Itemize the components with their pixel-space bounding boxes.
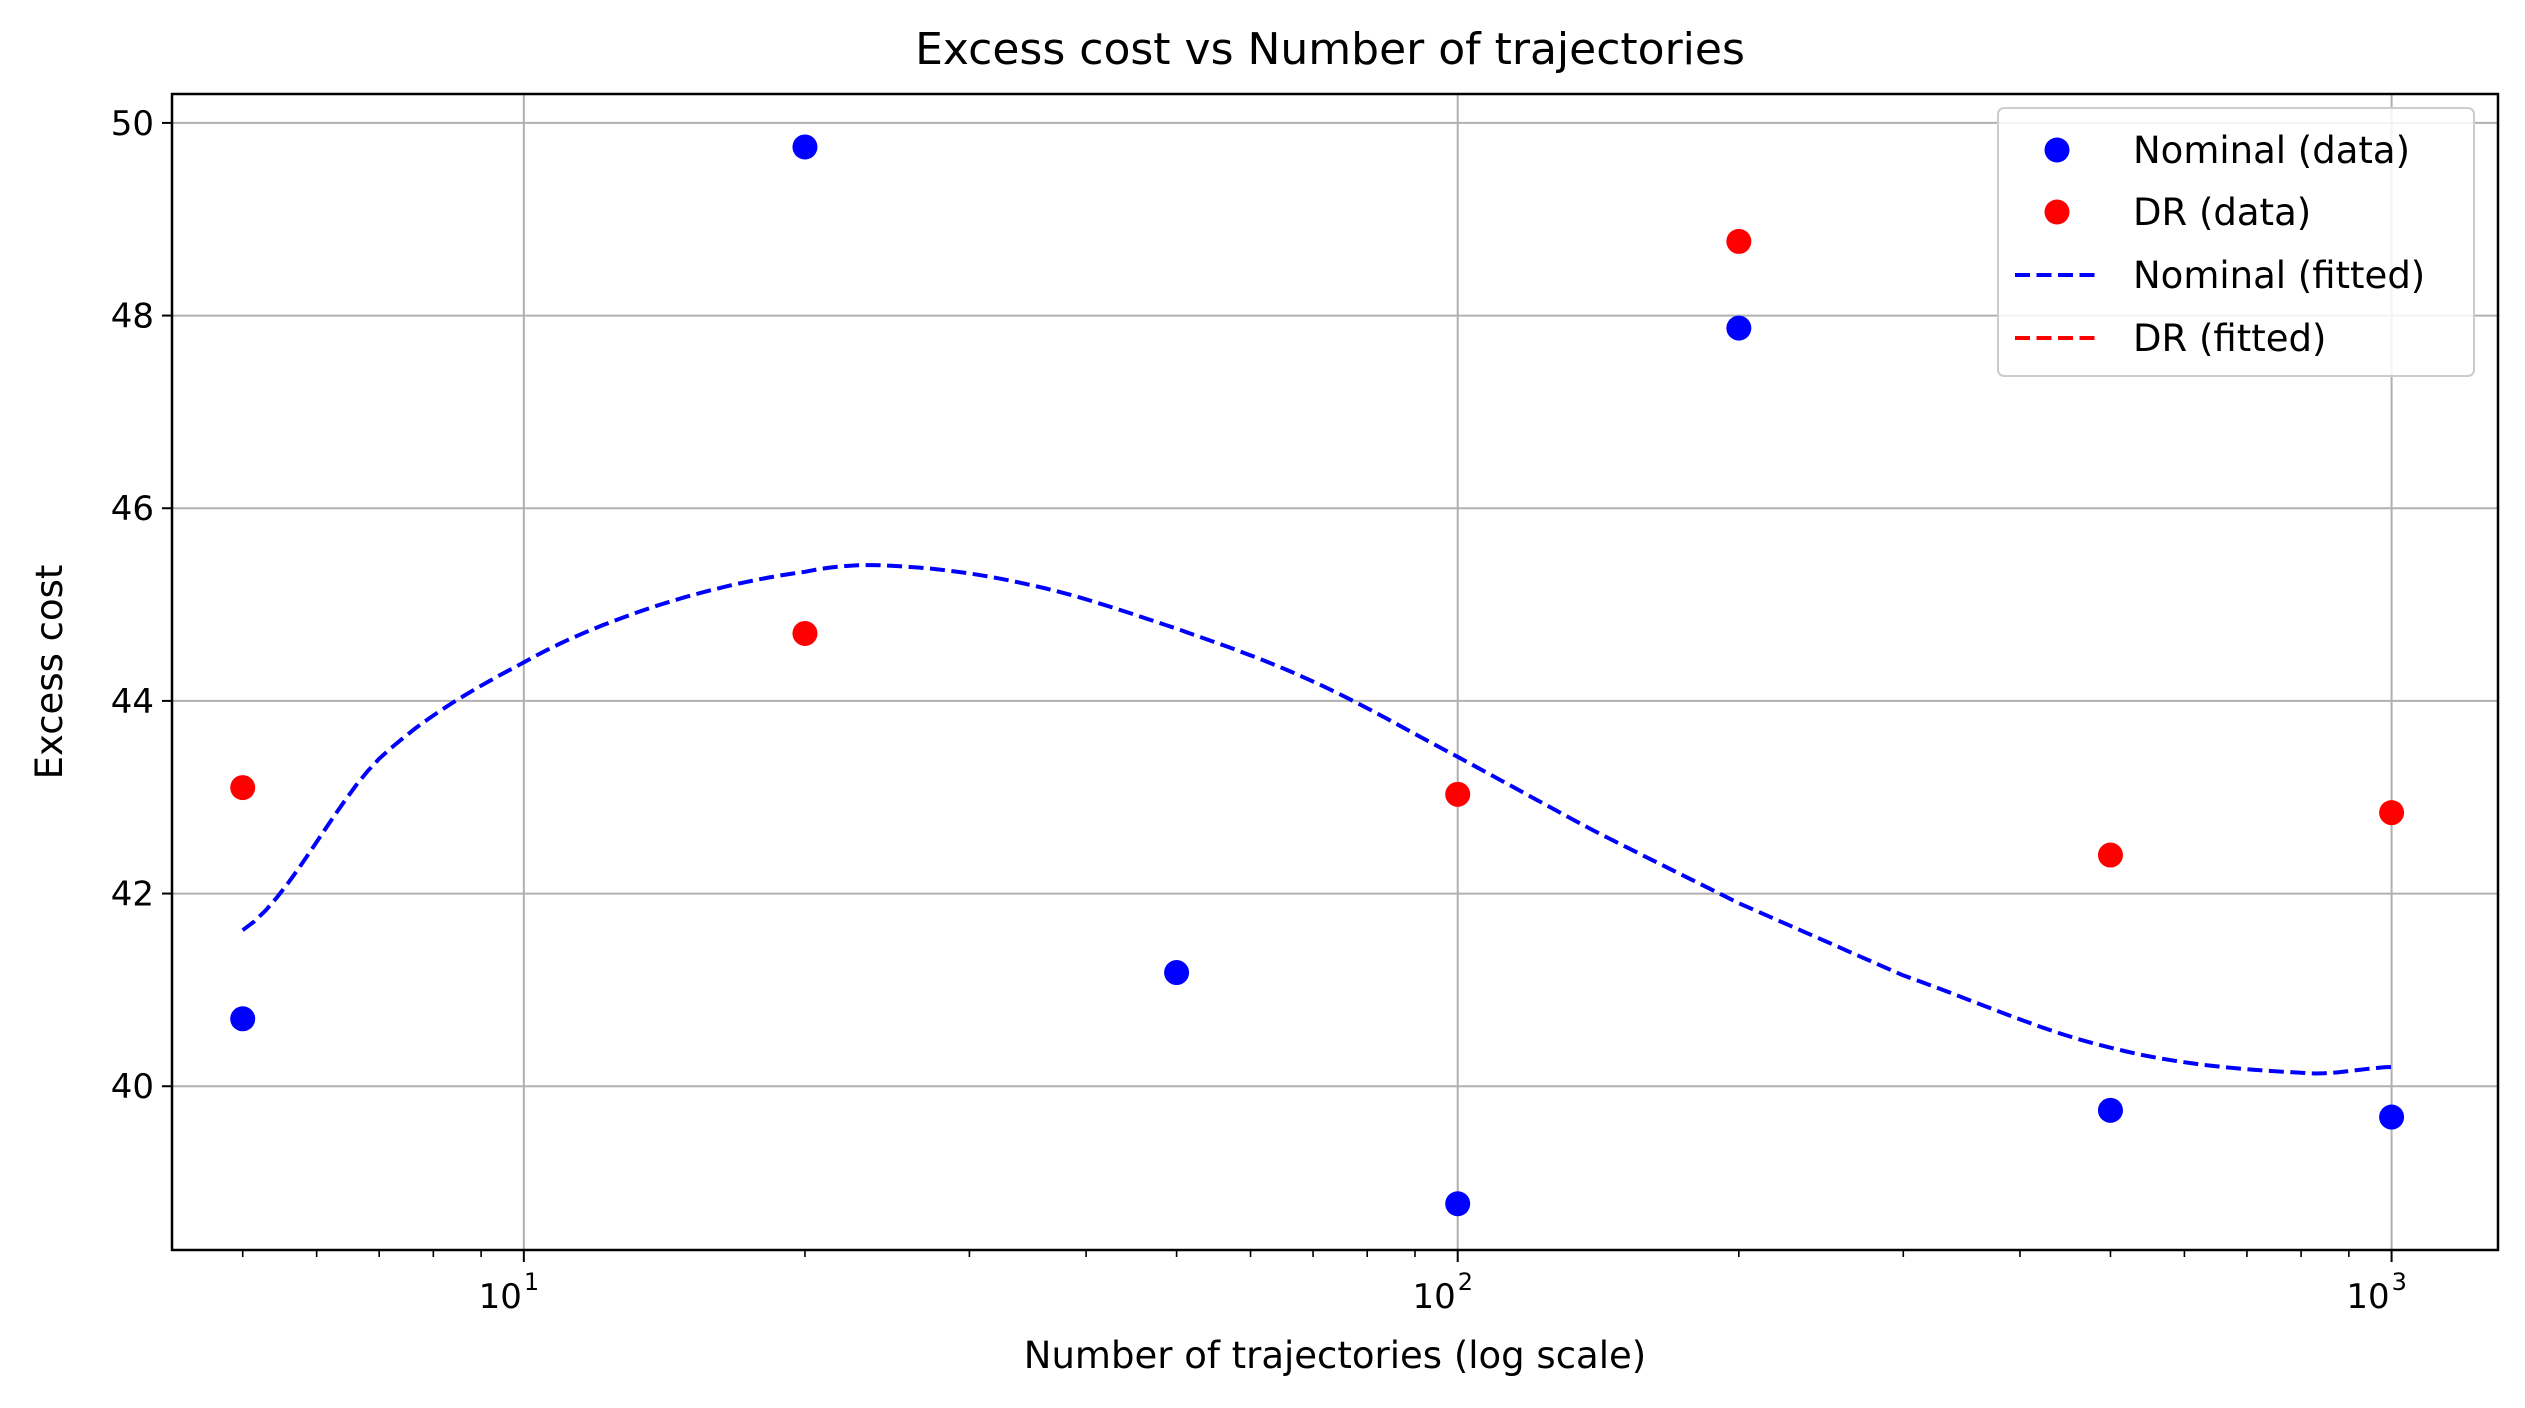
x-tick-label-exponent: 3 [2392, 1268, 2407, 1296]
nominal-data-point [230, 1006, 256, 1032]
fitted-lines [241, 563, 2392, 1076]
nominal-data-point [1164, 960, 1190, 986]
legend-label: DR (fitted) [2133, 317, 2326, 360]
x-tick-label-base: 10 [479, 1277, 522, 1317]
plot-frame [170, 92, 2500, 1252]
legend-label: Nominal (fitted) [2133, 254, 2425, 297]
minor-ticks [241, 1250, 2350, 1257]
legend-label: Nominal (data) [2133, 129, 2410, 172]
y-tick-label: 42 [111, 875, 154, 915]
x-tick-label-exponent: 2 [1458, 1268, 1473, 1296]
legend-entry: DR (fitted) [2015, 317, 2326, 360]
y-tick-label: 44 [111, 682, 154, 722]
x-tick-label: 10 3 [2346, 1268, 2407, 1317]
nominal-data-point [792, 134, 818, 160]
nominal-data-point [1726, 315, 1752, 341]
nominal-data-point [1445, 1191, 1471, 1217]
y-tick-label: 48 [111, 297, 154, 337]
x-tick-label-base: 10 [2346, 1277, 2389, 1317]
x-axis-label: Number of trajectories (log scale) [1024, 1334, 1646, 1377]
legend: Nominal (data) DR (data) Nominal (fitted) D… [1997, 107, 2475, 377]
dr-data-point [2097, 842, 2123, 868]
data-points [230, 134, 2405, 1217]
legend-entry: DR (data) [2044, 191, 2311, 234]
y-tick-label: 46 [111, 489, 154, 529]
dr-data-point [792, 620, 818, 646]
x-tick-label-base: 10 [1412, 1277, 1455, 1317]
dr-data-point [1726, 228, 1752, 254]
dr-data-point [1445, 781, 1471, 807]
y-tick-label: 40 [111, 1067, 154, 1107]
dr-data-point [2379, 800, 2405, 826]
nominal-data-point [2097, 1097, 2123, 1123]
legend-box [1997, 107, 2475, 377]
legend-entry: Nominal (fitted) [2015, 254, 2425, 297]
x-tick-label: 10 2 [1412, 1268, 1473, 1317]
y-axis-label: Excess cost [28, 565, 71, 780]
x-tick-label-exponent: 1 [524, 1268, 539, 1296]
legend-label: DR (data) [2133, 191, 2311, 234]
legend-marker [2044, 137, 2070, 163]
dr-data-point [230, 775, 256, 801]
legend-marker [2044, 199, 2070, 225]
chart-title: Excess cost vs Number of trajectories [915, 24, 1745, 75]
x-tick-label: 10 1 [479, 1268, 540, 1317]
fitted-line [241, 563, 2392, 1076]
legend-entry: Nominal (data) [2044, 129, 2410, 172]
nominal-data-point [2379, 1104, 2405, 1130]
y-tick-label: 50 [111, 104, 154, 144]
